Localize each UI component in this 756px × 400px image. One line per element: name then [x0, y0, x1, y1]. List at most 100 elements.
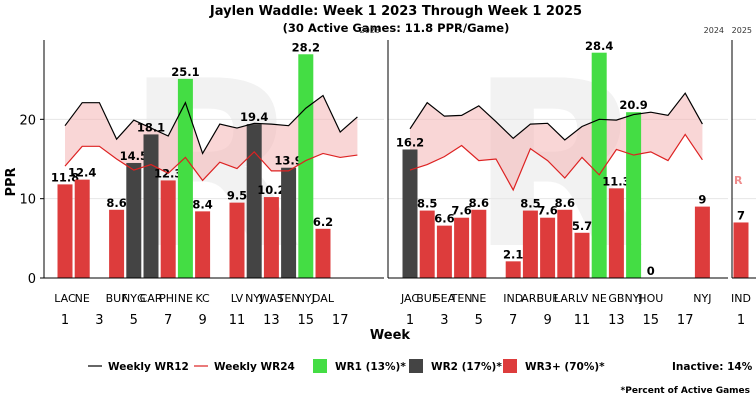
- opponent-label: PHI: [159, 292, 177, 305]
- bar-value-label: 14.5: [120, 149, 148, 163]
- bar-value-label: 8.6: [469, 196, 489, 210]
- bar-value-label: 25.1: [171, 65, 199, 79]
- legend-wr2-label: WR2 (17%)*: [431, 361, 502, 373]
- season-label: 2025: [732, 26, 752, 35]
- opponent-label: GB: [608, 292, 624, 305]
- season-label: 2024: [704, 26, 724, 35]
- opponent-label: NYJ: [624, 292, 642, 305]
- wr24-line: [409, 133, 703, 192]
- legend-wr24-label: Weekly WR24: [214, 361, 295, 373]
- bar-week-1: [57, 184, 73, 278]
- season-panel-2025: 7 IND 2025 1: [731, 26, 756, 328]
- bar-week-13: [608, 188, 624, 278]
- bar-week-9: [540, 217, 556, 278]
- bar-week-4: [109, 209, 125, 278]
- opponent-label: BUF: [106, 292, 128, 305]
- y-tick-label: 0: [28, 272, 36, 287]
- bar-week-3: [436, 225, 452, 278]
- wr12-line: [409, 92, 703, 141]
- opponent-label: BUF: [537, 292, 559, 305]
- opponent-label: NE: [471, 292, 486, 305]
- opponent-label: JAC: [400, 292, 419, 305]
- opponent-label: CAR: [140, 292, 163, 305]
- bar-week-2: [419, 210, 435, 278]
- opponent-label: LAR: [554, 292, 576, 305]
- opponent-label: WAS: [259, 292, 284, 305]
- wr-band: [65, 95, 358, 181]
- bar-value-label: 9: [698, 193, 706, 207]
- x-tick-label: 9: [543, 313, 551, 328]
- x-tick-label: 13: [608, 313, 625, 328]
- bar-week-7: [505, 261, 521, 278]
- opponent-label: TEN: [277, 292, 300, 305]
- edge-mark: R: [734, 174, 743, 187]
- opponent-label: NE: [75, 292, 90, 305]
- bar-week-14: [281, 167, 297, 278]
- bar-week-11: [574, 232, 590, 278]
- x-tick-label: 1: [406, 313, 414, 328]
- bar-value-label: 12.4: [68, 166, 96, 180]
- opponent-label: LAC: [54, 292, 76, 305]
- bar-week-15: [298, 54, 314, 278]
- x-tick-label: 17: [332, 313, 349, 328]
- bar-value-label: 8.6: [555, 196, 575, 210]
- x-tick-label: 13: [263, 313, 280, 328]
- opponent-label: NE: [178, 292, 193, 305]
- legend-wr3-label: WR3+ (70%)*: [525, 361, 605, 373]
- chart-title: Jaylen Waddle: Week 1 2023 Through Week …: [209, 4, 582, 19]
- bar-value-label: 8.6: [106, 196, 126, 210]
- bar-value-label: 7: [737, 208, 745, 222]
- bar-week-12: [591, 52, 607, 278]
- legend-wr2-swatch: [409, 359, 423, 373]
- bar-week-10: [557, 209, 573, 278]
- bar-week-2: [74, 179, 90, 278]
- bar-value-label: 11.3: [602, 174, 630, 188]
- x-tick-label: 5: [130, 313, 138, 328]
- x-tick-label: 1: [61, 313, 69, 328]
- opponent-label: NYJ: [693, 292, 711, 305]
- legend-wr3-swatch: [503, 359, 517, 373]
- legend: Weekly WR12 Weekly WR24 WR1 (13%)* WR2 (…: [88, 359, 753, 373]
- season-panel-2024: R16.2JAC8.5BUF6.6SEA7.6TEN8.6NE2.1IND8.5…: [387, 26, 728, 328]
- bar-value-label: 5.7: [572, 219, 592, 233]
- bar-value-label: 20.9: [619, 98, 647, 112]
- bar-value-label: 0: [647, 264, 655, 278]
- bar-week-5: [126, 162, 142, 278]
- opponent-label: DAL: [312, 292, 335, 305]
- opponent-label: IND: [503, 292, 523, 305]
- bar-week-14: [626, 112, 642, 278]
- bar-value-label: 13.9: [274, 154, 302, 168]
- chart-panels: R11.8LAC12.4NE8.6BUF14.5NYG18.1CAR12.3PH…: [19, 26, 756, 328]
- bar-week-5: [471, 209, 487, 278]
- bar-value-label: 16.2: [396, 135, 424, 149]
- bar-week-12: [246, 124, 262, 278]
- bar-week-1: [733, 222, 749, 278]
- y-tick-label: 10: [19, 193, 36, 208]
- opponent-label: LV: [231, 292, 244, 305]
- opponent-label: NE: [592, 292, 607, 305]
- bar-value-label: 8.5: [520, 197, 540, 211]
- opponent-label: NYJ: [245, 292, 263, 305]
- bar-week-9: [195, 211, 211, 278]
- x-tick-label: 3: [440, 313, 448, 328]
- legend-wr1-label: WR1 (13%)*: [335, 361, 406, 373]
- opponent-label: IND: [731, 292, 751, 305]
- bar-value-label: 6.6: [434, 212, 454, 226]
- wr24-line: [64, 145, 358, 182]
- bar-value-label: 10.2: [257, 183, 285, 197]
- x-tick-label: 11: [574, 313, 591, 328]
- x-tick-label: 9: [198, 313, 206, 328]
- x-tick-label: 11: [229, 313, 246, 328]
- y-axis-label: PPR: [4, 167, 19, 196]
- x-axis-label: Week: [370, 328, 411, 343]
- bar-value-label: 2.1: [503, 247, 523, 261]
- bar-value-label: 28.2: [292, 40, 320, 54]
- opponent-label: ARI: [521, 292, 539, 305]
- opponent-label: TEN: [450, 292, 473, 305]
- x-tick-label: 3: [95, 313, 103, 328]
- bar-value-label: 6.2: [313, 215, 333, 229]
- x-tick-label: 17: [677, 313, 694, 328]
- y-tick-label: 20: [19, 113, 36, 128]
- bar-value-label: 7.6: [451, 204, 471, 218]
